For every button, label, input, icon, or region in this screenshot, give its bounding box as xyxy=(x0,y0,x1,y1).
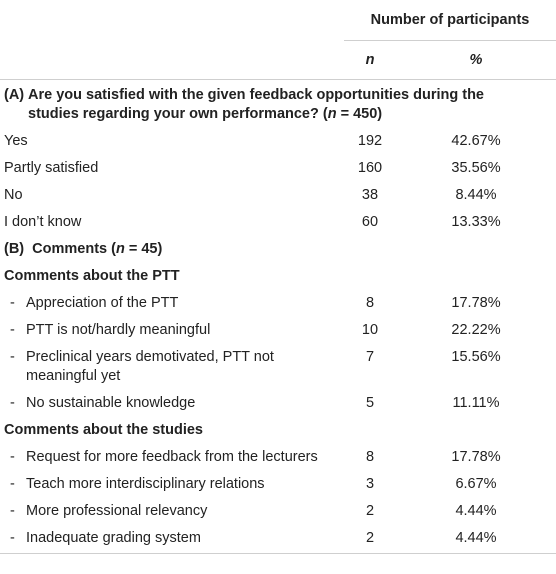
list-item: - No sustainable knowledge xyxy=(10,394,344,413)
row-label: More professional relevancy xyxy=(26,503,208,519)
row-percent: 13.33% xyxy=(451,214,501,230)
row-percent: 4.44% xyxy=(455,503,497,519)
row-n: 38 xyxy=(361,187,379,203)
header-row: Number of participants xyxy=(0,0,556,41)
row-n: 192 xyxy=(357,133,383,149)
row-label: No xyxy=(4,187,23,203)
table-row: - More professional relevancy 2 4.44% xyxy=(0,499,556,526)
table-row: - Preclinical years demotivated, PTT not … xyxy=(0,345,556,391)
row-label: Yes xyxy=(4,133,28,149)
row-percent: 6.67% xyxy=(455,476,497,492)
list-item: - Inadequate grading system xyxy=(10,529,344,548)
table-row: No 38 8.44% xyxy=(0,183,556,210)
table-row: I don’t know 60 13.33% xyxy=(0,210,556,237)
row-label: Appreciation of the PTT xyxy=(26,295,179,311)
row-label-cell: - More professional relevancy xyxy=(0,499,344,526)
section-a-prefix: (A) xyxy=(4,87,25,103)
row-label-cell: - No sustainable knowledge xyxy=(0,391,344,418)
participants-header: Number of participants xyxy=(344,0,556,41)
list-item: - Appreciation of the PTT xyxy=(10,294,344,313)
bullet-dash: - xyxy=(10,349,15,365)
row-label-cell: - Teach more interdisciplinary relations xyxy=(0,472,344,499)
row-percent: 17.78% xyxy=(451,449,501,465)
list-item: - Preclinical years demotivated, PTT not … xyxy=(10,348,344,386)
row-label: Teach more interdisciplinary relations xyxy=(26,476,265,492)
row-n: 2 xyxy=(365,503,375,519)
row-n: 60 xyxy=(361,214,379,230)
bullet-dash: - xyxy=(10,503,15,519)
n-column-header: n xyxy=(344,40,396,80)
table-row: - Request for more feedback from the lect… xyxy=(0,445,556,472)
row-n: 7 xyxy=(365,349,375,365)
row-label-cell: - Request for more feedback from the lect… xyxy=(0,445,344,472)
row-percent: 8.44% xyxy=(455,187,497,203)
bullet-dash: - xyxy=(10,449,15,465)
section-a-header: (A) Are you satisfied with the given fee… xyxy=(0,80,556,130)
row-n: 8 xyxy=(365,295,375,311)
row-label: Partly satisfied xyxy=(4,160,99,176)
subheader-blank xyxy=(0,40,344,80)
section-a-question: (A) Are you satisfied with the given fee… xyxy=(0,80,556,130)
row-label: Request for more feedback from the lectu… xyxy=(26,449,318,465)
row-percent: 11.11% xyxy=(452,395,500,411)
bullet-dash: - xyxy=(10,476,15,492)
row-percent: 42.67% xyxy=(451,133,501,149)
list-item: - Teach more interdisciplinary relations xyxy=(10,475,344,494)
results-table: Number of participants n % (A) Are you s… xyxy=(0,0,556,554)
table-row: Partly satisfied 160 35.56% xyxy=(0,156,556,183)
group-header: Comments about the PTT xyxy=(0,264,556,291)
row-n: 160 xyxy=(357,160,383,176)
section-a-rows: Yes 192 42.67% Partly satisfied 160 35.56% No 3… xyxy=(0,129,556,237)
group-title: Comments about the PTT xyxy=(4,268,180,284)
table-row: - No sustainable knowledge 5 11.11% xyxy=(0,391,556,418)
row-n: 2 xyxy=(344,526,396,554)
row-label-cell: - Inadequate grading system xyxy=(0,526,344,554)
header-blank xyxy=(0,0,344,41)
list-item: - More professional relevancy xyxy=(10,502,344,521)
table-row: - Teach more interdisciplinary relations 3… xyxy=(0,472,556,499)
row-percent: 22.22% xyxy=(451,322,501,338)
row-n: 5 xyxy=(365,395,375,411)
row-label: No sustainable knowledge xyxy=(26,395,196,411)
bullet-dash: - xyxy=(10,322,15,338)
row-percent: 17.78% xyxy=(451,295,501,311)
list-item: - Request for more feedback from the lect… xyxy=(10,448,344,467)
row-label: I don’t know xyxy=(4,214,82,230)
bullet-dash: - xyxy=(10,530,15,546)
subheader-row: n % xyxy=(0,40,556,80)
section-b-title: (B) Comments (n = 45) xyxy=(4,241,163,257)
row-label: PTT is not/hardly meaningful xyxy=(26,322,211,338)
section-b-rows: Comments about the PTT - Appreciation of t… xyxy=(0,264,556,554)
table-row: - Appreciation of the PTT 8 17.78% xyxy=(0,291,556,318)
row-percent: 15.56% xyxy=(451,349,501,365)
row-label: Inadequate grading system xyxy=(26,530,201,546)
group-header: Comments about the studies xyxy=(0,418,556,445)
percent-column-header: % xyxy=(396,40,556,80)
row-percent: 4.44% xyxy=(396,526,556,554)
row-label: Preclinical years demotivated, PTT not m… xyxy=(26,349,274,384)
group-title: Comments about the studies xyxy=(4,422,203,438)
row-n: 3 xyxy=(365,476,375,492)
bullet-dash: - xyxy=(10,395,15,411)
row-label-cell: - Preclinical years demotivated, PTT not … xyxy=(0,345,344,391)
section-a-question-text: Are you satisfied with the given feedbac… xyxy=(28,87,484,122)
row-percent: 35.56% xyxy=(451,160,501,176)
row-label-cell: - Appreciation of the PTT xyxy=(0,291,344,318)
table-row: Yes 192 42.67% xyxy=(0,129,556,156)
row-n: 8 xyxy=(365,449,375,465)
section-b-header: (B) Comments (n = 45) xyxy=(0,237,556,264)
row-label-cell: - PTT is not/hardly meaningful xyxy=(0,318,344,345)
list-item: - PTT is not/hardly meaningful xyxy=(10,321,344,340)
table-row: - Inadequate grading system 2 4.44% xyxy=(0,526,556,554)
bullet-dash: - xyxy=(10,295,15,311)
table-row: - PTT is not/hardly meaningful 10 22.22% xyxy=(0,318,556,345)
row-n: 10 xyxy=(361,322,379,338)
